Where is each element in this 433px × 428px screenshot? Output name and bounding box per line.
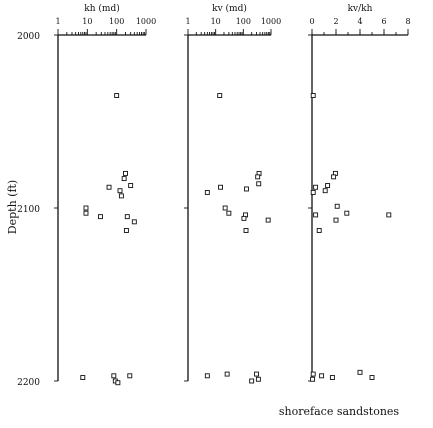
- data-point: [313, 184, 319, 190]
- data-point: [114, 93, 120, 99]
- data-point: [111, 373, 117, 379]
- data-point: [244, 186, 249, 192]
- x-tick-label: 1: [185, 17, 190, 26]
- depth-axis: Depth (ft) 2000 2100 2200: [6, 32, 40, 388]
- panel-3: kv/kh 0 2 4 6 8: [308, 4, 411, 382]
- data-point: [319, 373, 325, 379]
- panel-1: kh (md) 1 10 100 1000: [54, 3, 156, 386]
- x-tick-label: 100: [109, 17, 124, 26]
- figure-caption: shoreface sandstones: [279, 405, 400, 418]
- data-point: [124, 214, 130, 220]
- data-point: [224, 371, 230, 377]
- x-tick-label: 10: [211, 17, 221, 26]
- data-point: [222, 205, 228, 211]
- data-point: [128, 183, 134, 188]
- data-point: [218, 184, 223, 190]
- depth-axis-label: Depth (ft): [6, 180, 19, 234]
- data-point: [310, 93, 316, 99]
- data-point: [241, 215, 247, 221]
- depth-tick-label: 2100: [17, 205, 40, 215]
- x-tick-label: 0: [309, 17, 314, 26]
- data-point: [106, 184, 112, 190]
- x-tick-label: 6: [381, 17, 386, 26]
- data-point: [329, 375, 335, 380]
- data-point: [334, 203, 340, 209]
- data-point: [118, 193, 124, 199]
- panel-x-label: kh (md): [84, 3, 119, 14]
- x-tick-label: 1000: [261, 17, 281, 26]
- data-point: [121, 176, 127, 182]
- x-tick-label: 2: [333, 17, 338, 26]
- data-point: [331, 174, 337, 180]
- data-point: [115, 380, 121, 386]
- data-point: [83, 205, 89, 211]
- x-tick-label: 1: [55, 17, 60, 26]
- panel-x-label: kv (md): [212, 3, 247, 14]
- data-point: [204, 373, 210, 379]
- data-point: [83, 210, 89, 216]
- data-point: [325, 183, 331, 188]
- data-point: [310, 371, 316, 377]
- data-point: [310, 376, 316, 382]
- data-point: [217, 93, 223, 99]
- data-point: [131, 219, 137, 225]
- panel-x-label: kv/kh: [348, 4, 373, 14]
- data-point: [226, 210, 232, 216]
- data-point: [80, 375, 86, 380]
- data-point: [265, 217, 271, 223]
- x-tick-label: 4: [357, 17, 362, 26]
- data-point: [117, 188, 123, 194]
- x-tick-label: 10: [82, 17, 92, 26]
- data-point: [254, 371, 259, 377]
- x-tick-label: 1000: [136, 17, 156, 26]
- data-point: [322, 188, 328, 194]
- data-point: [127, 373, 133, 379]
- data-point: [123, 228, 129, 233]
- data-point: [97, 214, 103, 220]
- data-point: [255, 376, 261, 382]
- panel-2: kv (md) 1 10 100 1000: [184, 3, 281, 384]
- data-point: [123, 170, 128, 176]
- depth-tick-label: 2200: [17, 378, 40, 388]
- depth-tick-label: 2000: [17, 32, 40, 42]
- data-point: [256, 181, 262, 187]
- x-tick-label: 8: [405, 17, 410, 26]
- data-point: [313, 212, 319, 218]
- data-point: [369, 375, 375, 380]
- data-point: [255, 174, 261, 180]
- data-point: [333, 217, 339, 223]
- data-point: [316, 228, 322, 233]
- data-point: [249, 378, 255, 384]
- data-point: [204, 189, 210, 195]
- data-point: [243, 228, 249, 233]
- panels: kh (md) 1 10 100 1000 kv (md) 1 10 100 1000 kv/kh 0…: [54, 3, 411, 386]
- x-tick-label: 100: [236, 17, 251, 26]
- data-point: [344, 210, 350, 216]
- data-point: [357, 369, 363, 375]
- data-point: [310, 189, 316, 195]
- data-point: [386, 212, 392, 218]
